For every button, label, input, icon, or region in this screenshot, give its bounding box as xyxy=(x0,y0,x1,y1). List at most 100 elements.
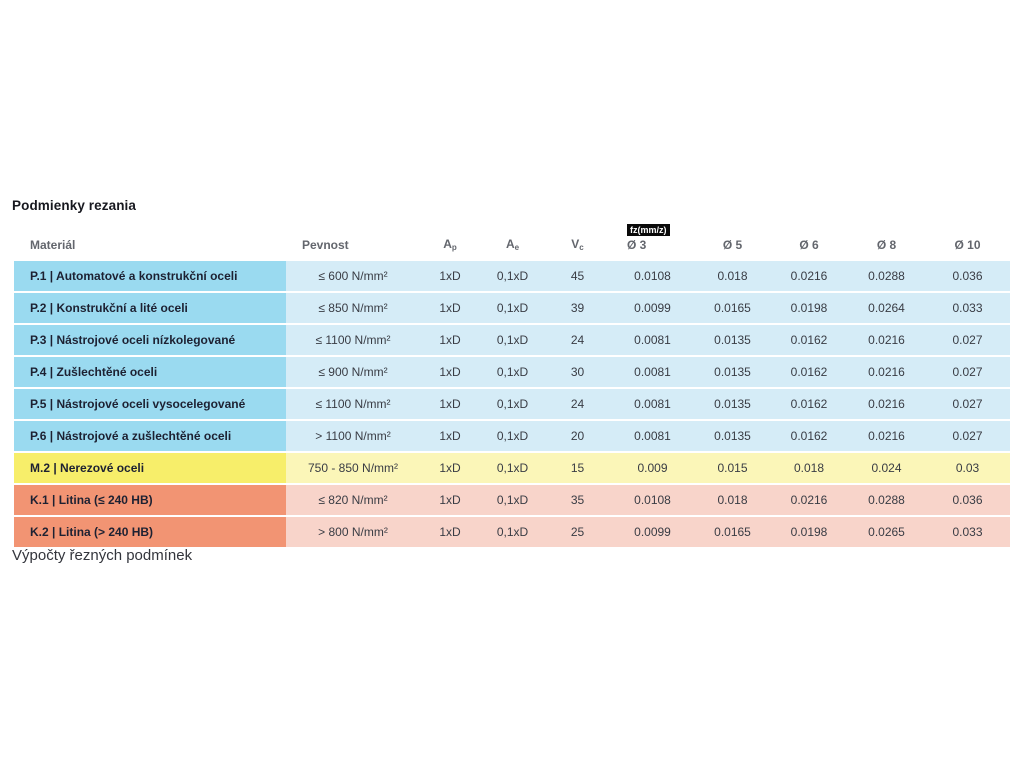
d8-cell: 0.0216 xyxy=(848,421,925,451)
vc-cell: 20 xyxy=(545,421,610,451)
d10-cell: 0.027 xyxy=(925,325,1010,355)
ap-cell: 1xD xyxy=(420,389,480,419)
pevnost-cell: > 800 N/mm² xyxy=(286,517,420,547)
material-cell: P.4 | Zušlechtěné oceli xyxy=(14,357,286,387)
d3-cell: 0.0081 xyxy=(610,389,695,419)
header-ae: Ae xyxy=(505,237,520,252)
d10-cell: 0.027 xyxy=(925,389,1010,419)
d10-cell: 0.033 xyxy=(925,293,1010,323)
d6-cell: 0.0162 xyxy=(770,357,848,387)
vc-cell: 24 xyxy=(545,325,610,355)
pevnost-cell: ≤ 600 N/mm² xyxy=(286,261,420,291)
material-cell: P.6 | Nástrojové a zušlechtěné oceli xyxy=(14,421,286,451)
d5-cell: 0.0135 xyxy=(695,357,770,387)
d6-cell: 0.0198 xyxy=(770,293,848,323)
d10-cell: 0.036 xyxy=(925,261,1010,291)
pevnost-cell: ≤ 1100 N/mm² xyxy=(286,389,420,419)
d5-cell: 0.018 xyxy=(695,485,770,515)
ae-cell: 0,1xD xyxy=(480,389,545,419)
d8-cell: 0.024 xyxy=(848,453,925,483)
header-diameter-3: fz(mm/z) Ø 3 xyxy=(610,222,695,259)
header-row: Materiál Pevnost Ap Ae Vc fz(mm/z) Ø 3 Ø… xyxy=(14,222,1010,259)
header-diameter-6: Ø 6 xyxy=(799,238,819,252)
ae-cell: 0,1xD xyxy=(480,261,545,291)
d6-cell: 0.0162 xyxy=(770,389,848,419)
material-cell: P.1 | Automatové a konstrukční oceli xyxy=(14,261,286,291)
d10-cell: 0.027 xyxy=(925,421,1010,451)
page-title: Podmienky rezania xyxy=(12,198,136,213)
pevnost-cell: ≤ 850 N/mm² xyxy=(286,293,420,323)
d5-cell: 0.018 xyxy=(695,261,770,291)
pevnost-cell: 750 - 850 N/mm² xyxy=(286,453,420,483)
header-ap: Ap xyxy=(443,237,457,252)
ae-cell: 0,1xD xyxy=(480,357,545,387)
table-row: P.6 | Nástrojové a zušlechtěné oceli > 11… xyxy=(14,421,1010,451)
table-row: M.2 | Nerezové oceli 750 - 850 N/mm² 1xD 0,… xyxy=(14,453,1010,483)
d6-cell: 0.0162 xyxy=(770,421,848,451)
d3-cell: 0.0099 xyxy=(610,517,695,547)
d3-cell: 0.009 xyxy=(610,453,695,483)
vc-cell: 30 xyxy=(545,357,610,387)
material-cell: M.2 | Nerezové oceli xyxy=(14,453,286,483)
d8-cell: 0.0288 xyxy=(848,261,925,291)
ae-cell: 0,1xD xyxy=(480,293,545,323)
ae-cell: 0,1xD xyxy=(480,453,545,483)
cutting-conditions-table: Materiál Pevnost Ap Ae Vc fz(mm/z) Ø 3 Ø… xyxy=(14,220,1010,549)
d10-cell: 0.027 xyxy=(925,357,1010,387)
d5-cell: 0.0135 xyxy=(695,389,770,419)
table-row: P.5 | Nástrojové oceli vysocelegované ≤ 1… xyxy=(14,389,1010,419)
ae-cell: 0,1xD xyxy=(480,421,545,451)
ap-cell: 1xD xyxy=(420,357,480,387)
d5-cell: 0.0135 xyxy=(695,421,770,451)
table-body: P.1 | Automatové a konstrukční oceli ≤ 60… xyxy=(14,261,1010,547)
table-row: K.2 | Litina (> 240 HB) > 800 N/mm² 1xD 0,1… xyxy=(14,517,1010,547)
d8-cell: 0.0288 xyxy=(848,485,925,515)
header-pevnost: Pevnost xyxy=(302,238,349,252)
vc-cell: 45 xyxy=(545,261,610,291)
d3-cell: 0.0099 xyxy=(610,293,695,323)
header-material: Materiál xyxy=(30,238,76,252)
ap-cell: 1xD xyxy=(420,261,480,291)
header-diameter-10: Ø 10 xyxy=(954,238,981,252)
ae-cell: 0,1xD xyxy=(480,325,545,355)
d10-cell: 0.036 xyxy=(925,485,1010,515)
d8-cell: 0.0216 xyxy=(848,357,925,387)
material-cell: P.2 | Konstrukční a lité oceli xyxy=(14,293,286,323)
d8-cell: 0.0216 xyxy=(848,325,925,355)
vc-cell: 15 xyxy=(545,453,610,483)
d5-cell: 0.0165 xyxy=(695,293,770,323)
d10-cell: 0.03 xyxy=(925,453,1010,483)
d10-cell: 0.033 xyxy=(925,517,1010,547)
d3-cell: 0.0081 xyxy=(610,357,695,387)
d6-cell: 0.0216 xyxy=(770,261,848,291)
diameter-3-label: Ø 3 xyxy=(627,238,647,252)
ap-cell: 1xD xyxy=(420,517,480,547)
d6-cell: 0.0198 xyxy=(770,517,848,547)
ap-cell: 1xD xyxy=(420,325,480,355)
pevnost-cell: ≤ 900 N/mm² xyxy=(286,357,420,387)
d6-cell: 0.0216 xyxy=(770,485,848,515)
pevnost-cell: > 1100 N/mm² xyxy=(286,421,420,451)
material-cell: K.1 | Litina (≤ 240 HB) xyxy=(14,485,286,515)
vc-cell: 39 xyxy=(545,293,610,323)
d8-cell: 0.0264 xyxy=(848,293,925,323)
table-row: P.4 | Zušlechtěné oceli ≤ 900 N/mm² 1xD 0,1… xyxy=(14,357,1010,387)
d6-cell: 0.0162 xyxy=(770,325,848,355)
d5-cell: 0.0135 xyxy=(695,325,770,355)
vc-cell: 24 xyxy=(545,389,610,419)
ap-cell: 1xD xyxy=(420,421,480,451)
d3-cell: 0.0081 xyxy=(610,421,695,451)
ae-cell: 0,1xD xyxy=(480,485,545,515)
material-cell: P.5 | Nástrojové oceli vysocelegované xyxy=(14,389,286,419)
table-row: P.2 | Konstrukční a lité oceli ≤ 850 N/mm… xyxy=(14,293,1010,323)
d3-cell: 0.0108 xyxy=(610,485,695,515)
vc-cell: 25 xyxy=(545,517,610,547)
ae-cell: 0,1xD xyxy=(480,517,545,547)
d3-cell: 0.0108 xyxy=(610,261,695,291)
table-row: P.1 | Automatové a konstrukční oceli ≤ 60… xyxy=(14,261,1010,291)
d8-cell: 0.0265 xyxy=(848,517,925,547)
ap-cell: 1xD xyxy=(420,453,480,483)
table-row: K.1 | Litina (≤ 240 HB) ≤ 820 N/mm² 1xD 0,1… xyxy=(14,485,1010,515)
vc-cell: 35 xyxy=(545,485,610,515)
